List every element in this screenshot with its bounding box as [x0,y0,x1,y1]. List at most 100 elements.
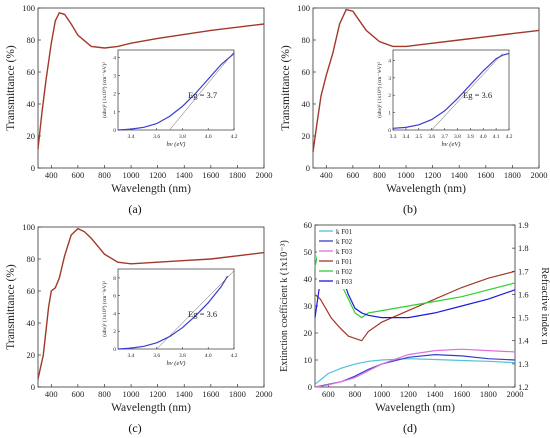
inset-y-tick-label: 2 [113,92,116,98]
x-tick-label: 800 [98,389,111,399]
x-axis-label: Wavelength (nm) [375,402,455,414]
x-tick-label: 800 [349,389,362,399]
panel-label-c: (c) [128,421,142,435]
y2-tick-label: 1.2 [518,382,529,392]
x-tick-label: 2000 [256,170,273,180]
y-tick-label: 80 [27,35,36,45]
inset-y-tick-label: 0 [113,128,116,134]
y2-tick-label: 1.8 [518,243,529,253]
inset-y-tick-label: 6 [113,294,116,300]
y2-tick-label: 1.5 [518,313,529,323]
x-tick-label: 1000 [123,170,140,180]
inset-y-tick-label: 4 [388,58,391,64]
inset-x-tick-label: 4.2 [231,134,238,140]
inset-y-tick-label: 1 [388,111,391,117]
plot-frame [37,226,265,388]
legend-label: k F02 [336,238,353,246]
y-tick-label: 100 [22,3,35,13]
series-line-k-f01 [314,358,516,385]
inset-y-tick-label: 8 [113,276,116,282]
panel-label-b: (b) [403,202,417,216]
inset-fit-line [431,53,503,131]
inset-y-tick-label: 1 [113,110,116,116]
x-tick-label: 800 [373,170,386,180]
y-tick-label: 100 [22,222,35,232]
inset-y-tick-label: 4 [113,311,116,317]
x-axis-label: Wavelength (nm) [111,402,191,414]
y-axis-label: Transmittance (%) [5,264,17,350]
chart-d: 600 800 1000 1200 1400 1600 1800 2000 0 10 20 30 40 5… [279,220,550,414]
inset-x-tick-label: 3.6 [153,134,160,140]
y-tick-label: 40 [27,318,36,328]
x-tick-label: 600 [72,389,85,399]
legend-label: n F03 [336,278,353,286]
x-tick-label: 1800 [480,389,497,399]
y-tick-label: 100 [297,3,310,13]
x-axis-label: Wavelength (nm) [111,183,191,195]
transmittance-line [37,227,265,380]
inset-tauc-curve [392,52,510,129]
legend-label: k F01 [336,228,353,236]
legend-label: n F02 [336,268,353,276]
inset-y-tick-label: 2 [113,329,116,335]
y-tick-label: 0 [31,382,35,392]
inset-y-tick-label: 3 [388,76,391,82]
y-tick-label: 20 [27,131,36,141]
inset-x-tick-label: 3.5 [415,134,422,140]
y-tick-label: 20 [27,350,36,360]
x-tick-label: 1800 [229,389,246,399]
inset-y-tick-label: 0 [388,128,391,134]
x-tick-label: 1200 [149,170,166,180]
inset-y-tick-label: 2 [388,93,391,99]
panel-label-d: (d) [403,421,417,435]
inset-x-tick-label: 3.4 [127,134,134,140]
x-tick-label: 1000 [398,170,415,180]
inset-eg-annotation: Eg = 3.6 [463,90,492,100]
inset-x-tick-label: 4.0 [480,134,487,140]
inset-y-axis-label: (αhν)² (1x10⁹) (cm⁻¹eV)² [101,281,108,337]
y-tick-label: 20 [304,328,313,338]
y-tick-label: 30 [304,301,313,311]
y-tick-label: 40 [27,99,36,109]
inset-x-axis-label: hν (eV) [442,141,461,148]
transmittance-line [37,11,265,149]
panel-label-a: (a) [128,202,142,216]
x-tick-label: 1600 [202,170,219,180]
inset-y-tick-label: 0 [113,347,116,353]
y2-tick-label: 1.4 [518,336,529,346]
inset-eg-annotation: Eg = 3.6 [188,309,217,319]
inset-x-tick-label: 4.0 [205,353,212,359]
x-tick-label: 600 [347,170,360,180]
inset-x-tick-label: 3.9 [467,134,474,140]
y-tick-label: 80 [27,254,36,264]
inset-y-axis-label: (αhν)² (1x10⁹) (cm⁻¹eV)² [101,62,108,118]
legend-label: n F01 [336,258,353,266]
x-tick-label: 1200 [400,389,417,399]
y-tick-label: 60 [302,67,311,77]
inset-eg-annotation: Eg = 3.7 [188,90,217,100]
x-tick-label: 1200 [424,170,441,180]
y-tick-label: 60 [27,67,36,77]
y-axis-label: Transmittance (%) [5,45,17,131]
plot-frame [312,7,540,169]
y-tick-label: 0 [308,382,312,392]
x-tick-label: 1400 [176,389,193,399]
x-tick-label: 2000 [531,170,548,180]
inset-tauc-curve [117,275,229,350]
y2-tick-label: 1.7 [518,266,529,276]
y-tick-label: 40 [302,99,311,109]
y2-tick-label: 1.3 [518,359,529,369]
legend-label: k F03 [336,248,353,256]
x-tick-label: 2000 [256,389,273,399]
inset-x-tick-label: 4.0 [205,134,212,140]
inset-x-tick-label: 4.2 [231,353,238,359]
inset-tauc-curve [117,53,235,131]
inset-x-axis-label: hν (eV) [167,360,186,367]
inset-frame [392,49,510,131]
inset-x-tick-label: 4.1 [493,134,500,140]
x-tick-label: 400 [45,389,58,399]
inset-x-tick-label: 3.6 [153,353,160,359]
inset-fit-line [156,270,235,350]
x-tick-label: 1000 [123,389,140,399]
chart-c: 400 600 800 1000 1200 1400 1600 1800 20000204060… [5,222,273,414]
